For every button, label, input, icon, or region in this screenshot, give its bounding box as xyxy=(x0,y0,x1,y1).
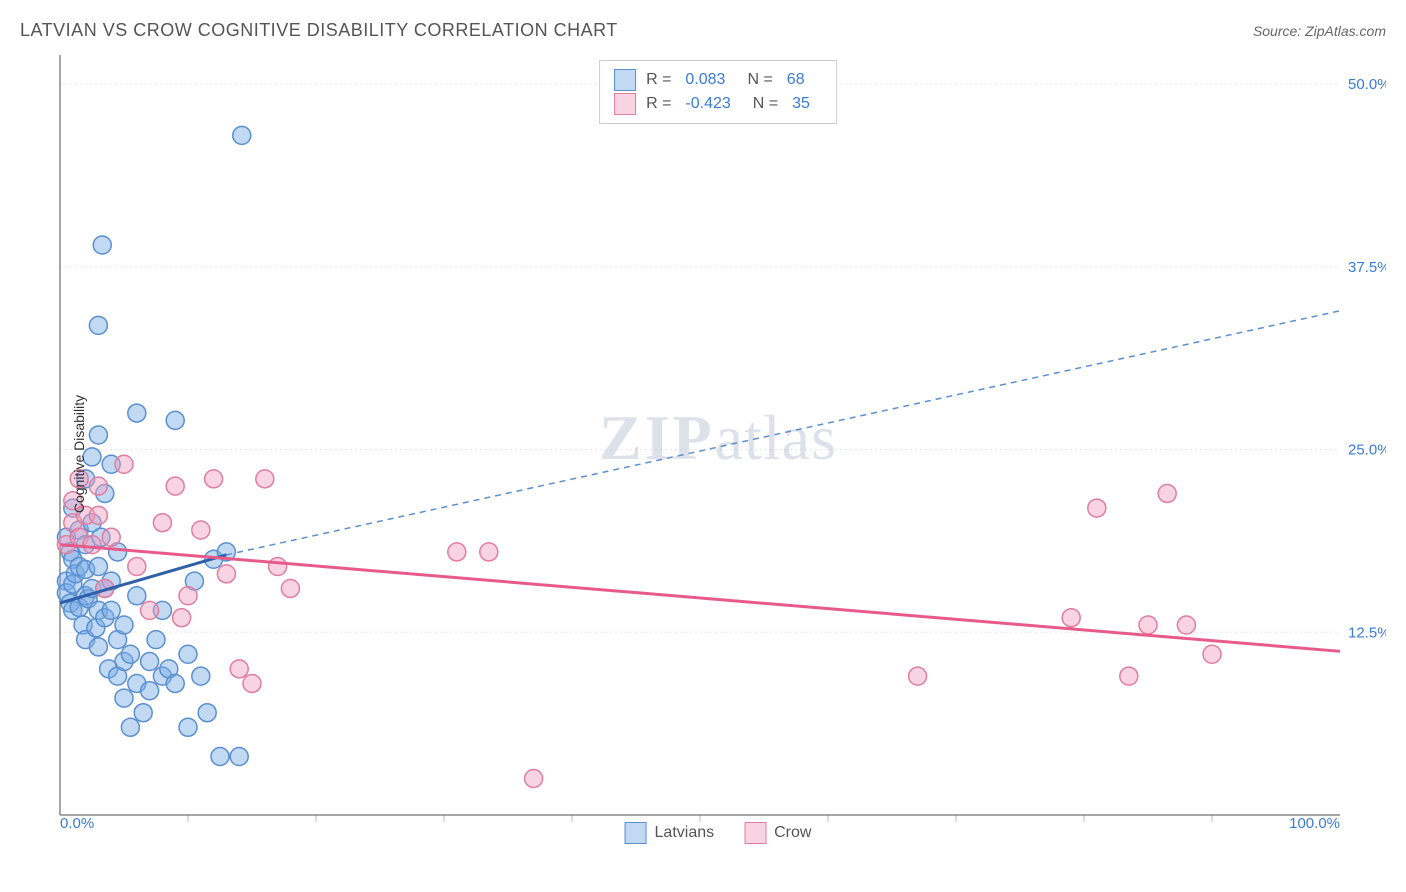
chart-title: LATVIAN VS CROW COGNITIVE DISABILITY COR… xyxy=(20,20,618,41)
r-label: R = xyxy=(646,71,671,89)
scatter-point xyxy=(89,506,107,524)
scatter-point xyxy=(153,514,171,532)
legend-item-crow: Crow xyxy=(744,822,811,844)
scatter-point xyxy=(179,587,197,605)
scatter-point xyxy=(205,470,223,488)
scatter-point xyxy=(269,558,287,576)
scatter-point xyxy=(166,411,184,429)
swatch-crow xyxy=(614,93,636,115)
legend-row-crow: R = -0.423 N = 35 xyxy=(614,93,822,115)
scatter-point xyxy=(115,616,133,634)
scatter-point xyxy=(102,528,120,546)
scatter-point xyxy=(211,748,229,766)
scatter-point xyxy=(243,674,261,692)
scatter-point xyxy=(102,601,120,619)
scatter-chart: 12.5% 25.0% 37.5% 50.0% xyxy=(50,55,1386,852)
scatter-point xyxy=(89,477,107,495)
swatch-latvians xyxy=(614,69,636,91)
scatter-point xyxy=(1203,645,1221,663)
n-value-crow: 35 xyxy=(792,95,810,113)
y-axis-label: Cognitive Disability xyxy=(71,394,87,512)
scatter-point xyxy=(525,769,543,787)
scatter-point xyxy=(256,470,274,488)
scatter-point xyxy=(281,579,299,597)
r-label: R = xyxy=(646,95,671,113)
scatter-point xyxy=(173,609,191,627)
scatter-point xyxy=(448,543,466,561)
legend-item-latvians: Latvians xyxy=(625,822,715,844)
scatter-point xyxy=(1139,616,1157,634)
scatter-point xyxy=(909,667,927,685)
scatter-point xyxy=(1088,499,1106,517)
legend-label-latvians: Latvians xyxy=(655,824,715,842)
r-value-latvians: 0.083 xyxy=(685,71,725,89)
scatter-point xyxy=(93,236,111,254)
svg-text:37.5%: 37.5% xyxy=(1348,259,1386,276)
legend-label-crow: Crow xyxy=(774,824,811,842)
swatch-latvians xyxy=(625,822,647,844)
scatter-point xyxy=(1158,484,1176,502)
scatter-point xyxy=(141,601,159,619)
trendline-crow xyxy=(60,545,1340,652)
n-label: N = xyxy=(747,71,772,89)
series-legend: Latvians Crow xyxy=(625,822,812,844)
svg-text:50.0%: 50.0% xyxy=(1348,76,1386,93)
scatter-point xyxy=(192,521,210,539)
n-label: N = xyxy=(753,95,778,113)
source-attribution: Source: ZipAtlas.com xyxy=(1253,23,1386,39)
scatter-point xyxy=(89,558,107,576)
scatter-point xyxy=(1177,616,1195,634)
scatter-point xyxy=(179,718,197,736)
scatter-point xyxy=(198,704,216,722)
scatter-point xyxy=(134,704,152,722)
scatter-point xyxy=(83,536,101,554)
scatter-point xyxy=(128,558,146,576)
scatter-point xyxy=(230,660,248,678)
chart-area: Cognitive Disability 12.5% 25.0% 37.5% 50.0… xyxy=(50,55,1386,852)
legend-row-latvians: R = 0.083 N = 68 xyxy=(614,69,822,91)
scatter-point xyxy=(147,631,165,649)
scatter-point xyxy=(128,404,146,422)
scatter-point xyxy=(89,426,107,444)
scatter-point xyxy=(141,682,159,700)
svg-text:12.5%: 12.5% xyxy=(1348,624,1386,641)
scatter-point xyxy=(115,689,133,707)
scatter-point xyxy=(121,718,139,736)
scatter-point xyxy=(217,565,235,583)
scatter-point xyxy=(121,645,139,663)
scatter-point xyxy=(480,543,498,561)
scatter-point xyxy=(115,455,133,473)
swatch-crow xyxy=(744,822,766,844)
scatter-point xyxy=(141,653,159,671)
scatter-point xyxy=(166,477,184,495)
x-axis-min-label: 0.0% xyxy=(60,815,94,832)
scatter-point xyxy=(89,316,107,334)
scatter-point xyxy=(89,638,107,656)
scatter-point xyxy=(233,126,251,144)
scatter-point xyxy=(192,667,210,685)
scatter-point xyxy=(1062,609,1080,627)
trendline-latvians-dashed xyxy=(226,311,1340,555)
x-axis-max-label: 100.0% xyxy=(1289,815,1340,832)
scatter-point xyxy=(179,645,197,663)
correlation-legend: R = 0.083 N = 68 R = -0.423 N = 35 xyxy=(599,60,837,124)
scatter-point xyxy=(128,587,146,605)
r-value-crow: -0.423 xyxy=(685,95,730,113)
n-value-latvians: 68 xyxy=(787,71,805,89)
scatter-point xyxy=(166,674,184,692)
scatter-point xyxy=(230,748,248,766)
scatter-point xyxy=(1120,667,1138,685)
svg-text:25.0%: 25.0% xyxy=(1348,442,1386,459)
